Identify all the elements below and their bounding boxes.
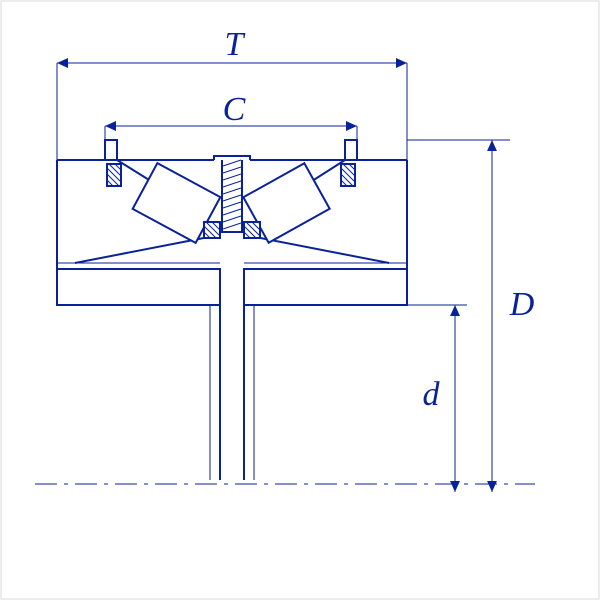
dim-label-C: C bbox=[223, 91, 246, 128]
dim-label-D: D bbox=[509, 286, 535, 323]
dim-label-T: T bbox=[225, 26, 246, 63]
bearing-body bbox=[57, 140, 407, 480]
dim-label-d: d bbox=[423, 376, 441, 413]
